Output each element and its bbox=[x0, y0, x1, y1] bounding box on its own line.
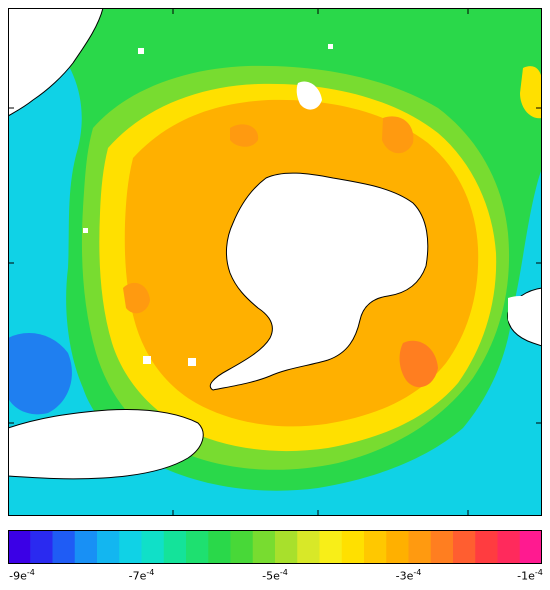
colorbar-swatch bbox=[97, 530, 120, 564]
colorbar-swatch bbox=[364, 530, 387, 564]
colorbar-swatch bbox=[519, 530, 542, 564]
colorbar-swatch bbox=[74, 530, 98, 564]
colorbar-tick-label: -3e-4 bbox=[395, 568, 422, 583]
colorbar-swatch bbox=[497, 530, 521, 564]
colorbar-swatch bbox=[341, 530, 365, 564]
colorbar-swatch bbox=[30, 530, 54, 564]
colorbar-swatch bbox=[430, 530, 454, 564]
white-patch-east bbox=[508, 296, 542, 339]
orange-spot-north bbox=[230, 124, 259, 147]
colorbar-swatch bbox=[186, 530, 209, 564]
colorbar-swatch bbox=[386, 530, 410, 564]
colorbar-tick-label: -9e-4 bbox=[9, 568, 35, 583]
colorbar-swatch bbox=[475, 530, 499, 564]
white-patch-small4 bbox=[143, 356, 151, 364]
white-patch-small1 bbox=[138, 48, 144, 54]
colorbar-swatch bbox=[141, 530, 165, 564]
orange-patch-ne-corner bbox=[520, 66, 542, 119]
colorbar-swatches bbox=[8, 530, 542, 564]
colorbar-swatch bbox=[275, 530, 298, 564]
colorbar-swatch bbox=[52, 530, 76, 564]
antarctica bbox=[209, 172, 429, 391]
frame-ticks bbox=[8, 8, 542, 516]
colorbar-swatch bbox=[319, 530, 343, 564]
south-america bbox=[8, 409, 204, 480]
colorbar-swatch bbox=[8, 530, 31, 564]
colorbar-swatch bbox=[163, 530, 187, 564]
colorbar-swatch bbox=[408, 530, 432, 564]
land-layer bbox=[8, 8, 542, 480]
colorbar-swatch bbox=[453, 530, 476, 564]
white-patch-small5 bbox=[83, 228, 88, 233]
colorbar bbox=[8, 530, 542, 564]
white-patch-north bbox=[296, 81, 322, 110]
orange-spot-west bbox=[123, 282, 150, 314]
white-patch-small2 bbox=[328, 44, 333, 49]
colorbar-swatch bbox=[119, 530, 143, 564]
africa-tip bbox=[8, 8, 104, 117]
colorbar-border bbox=[8, 530, 542, 564]
colorbar-swatch bbox=[252, 530, 276, 564]
colorbar-tick-label: -1e-4 bbox=[517, 568, 543, 583]
colorbar-swatch bbox=[230, 530, 254, 564]
blue-patch-west bbox=[8, 333, 72, 415]
white-patch-small3 bbox=[188, 358, 196, 366]
red-spot-se bbox=[399, 340, 438, 388]
colorbar-swatch bbox=[297, 530, 321, 564]
map-border bbox=[8, 8, 542, 516]
colorbar-tick-label: -5e-4 bbox=[262, 568, 288, 583]
colorbar-swatch bbox=[208, 530, 232, 564]
colorbar-tick-label: -7e-4 bbox=[128, 568, 155, 583]
orange-spot-ne bbox=[382, 116, 414, 154]
map-frame bbox=[8, 8, 542, 516]
